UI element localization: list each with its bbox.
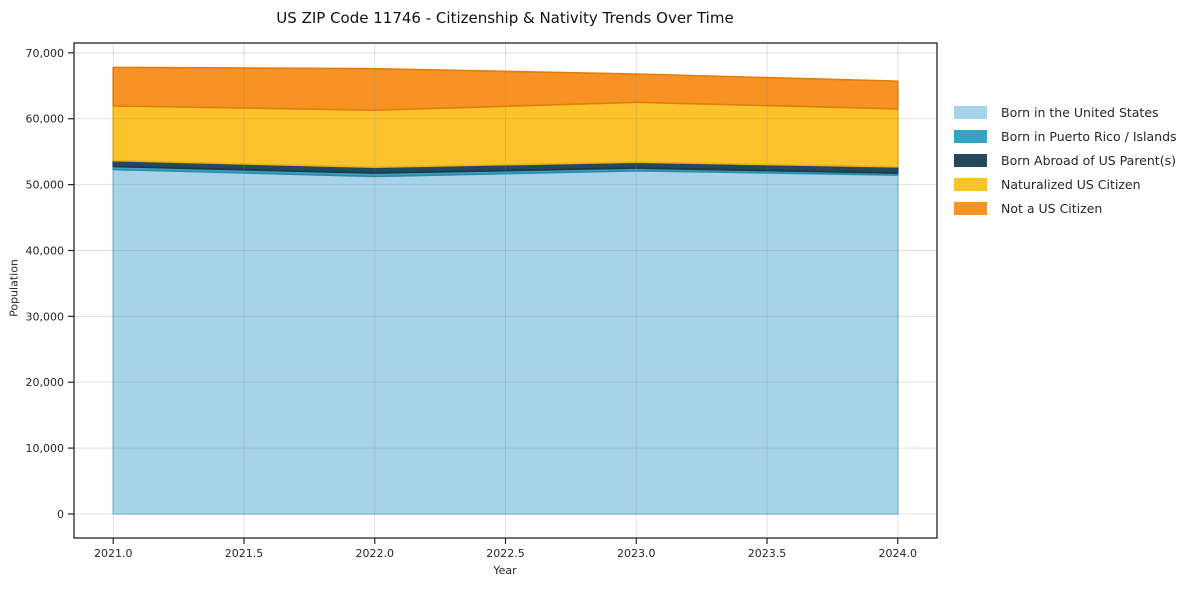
- x-tick-label: 2021.0: [94, 547, 133, 560]
- legend-swatch: [954, 105, 987, 119]
- legend-label: Born Abroad of US Parent(s): [1001, 152, 1176, 168]
- y-tick-label: 40,000: [26, 244, 65, 257]
- y-tick-label: 20,000: [26, 376, 65, 389]
- legend-item: Naturalized US Citizen: [954, 172, 1177, 196]
- x-tick-label: 2022.0: [355, 547, 394, 560]
- legend-label: Born in Puerto Rico / Islands: [1001, 128, 1177, 144]
- legend-item: Born Abroad of US Parent(s): [954, 148, 1177, 172]
- legend-item: Born in the United States: [954, 100, 1177, 124]
- chart-title: US ZIP Code 11746 - Citizenship & Nativi…: [276, 9, 734, 27]
- legend-swatch: [954, 153, 987, 167]
- legend-swatch: [954, 201, 987, 215]
- x-tick-label: 2024.0: [879, 547, 918, 560]
- x-tick-label: 2021.5: [225, 547, 264, 560]
- y-tick-label: 70,000: [26, 47, 65, 60]
- legend: Born in the United States Born in Puerto…: [954, 100, 1177, 220]
- legend-label: Born in the United States: [1001, 104, 1159, 120]
- legend-item: Born in Puerto Rico / Islands: [954, 124, 1177, 148]
- legend-swatch: [954, 177, 987, 191]
- plot-border: [73, 42, 938, 539]
- legend-swatch: [954, 129, 987, 143]
- y-tick-label: 10,000: [26, 442, 65, 455]
- y-tick-label: 30,000: [26, 310, 65, 323]
- legend-item: Not a US Citizen: [954, 196, 1177, 220]
- legend-label: Not a US Citizen: [1001, 200, 1103, 216]
- y-tick-label: 50,000: [26, 179, 65, 192]
- x-tick-label: 2023.0: [617, 547, 656, 560]
- legend-label: Naturalized US Citizen: [1001, 176, 1141, 192]
- y-axis-label: Population: [7, 259, 21, 317]
- x-axis-label: Year: [493, 564, 517, 577]
- y-tick-label: 60,000: [26, 113, 65, 126]
- area-series-4: [112, 66, 899, 111]
- x-tick-label: 2023.5: [748, 547, 787, 560]
- y-tick-label: 0: [57, 508, 64, 521]
- x-tick-label: 2022.5: [486, 547, 525, 560]
